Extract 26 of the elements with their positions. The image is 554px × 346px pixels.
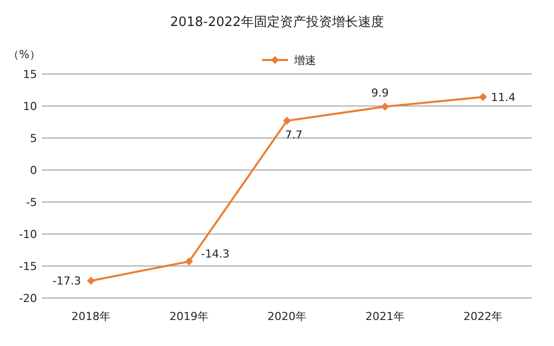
y-tick-label: 5 [30, 132, 37, 145]
data-label: -17.3 [52, 274, 81, 288]
chart-title: 2018-2022年固定资产投资增长速度 [170, 14, 384, 30]
x-tick-label: 2021年 [366, 310, 404, 323]
x-tick-label: 2020年 [268, 310, 306, 323]
x-tick-label: 2022年 [464, 310, 502, 323]
y-tick-label: -20 [19, 292, 37, 305]
data-label: 11.4 [491, 91, 516, 104]
x-tick-label: 2019年 [170, 310, 208, 323]
y-tick-label: -15 [19, 260, 37, 273]
data-label: 9.9 [371, 86, 389, 100]
y-tick-label: 10 [23, 100, 37, 113]
y-axis-title: （%） [8, 48, 40, 61]
point [283, 116, 291, 125]
point [479, 93, 487, 102]
point [87, 276, 95, 285]
legend-label: 增速 [293, 54, 316, 67]
data-label: -14.3 [201, 248, 230, 261]
y-tick-label: 0 [30, 164, 37, 177]
x-tick-label: 2018年 [72, 310, 110, 323]
y-tick-label: -10 [19, 228, 37, 241]
point [185, 258, 193, 266]
point [381, 102, 389, 111]
y-tick-label: 15 [23, 68, 37, 81]
data-label: 7.7 [285, 128, 302, 142]
y-tick-label: -5 [26, 196, 37, 209]
